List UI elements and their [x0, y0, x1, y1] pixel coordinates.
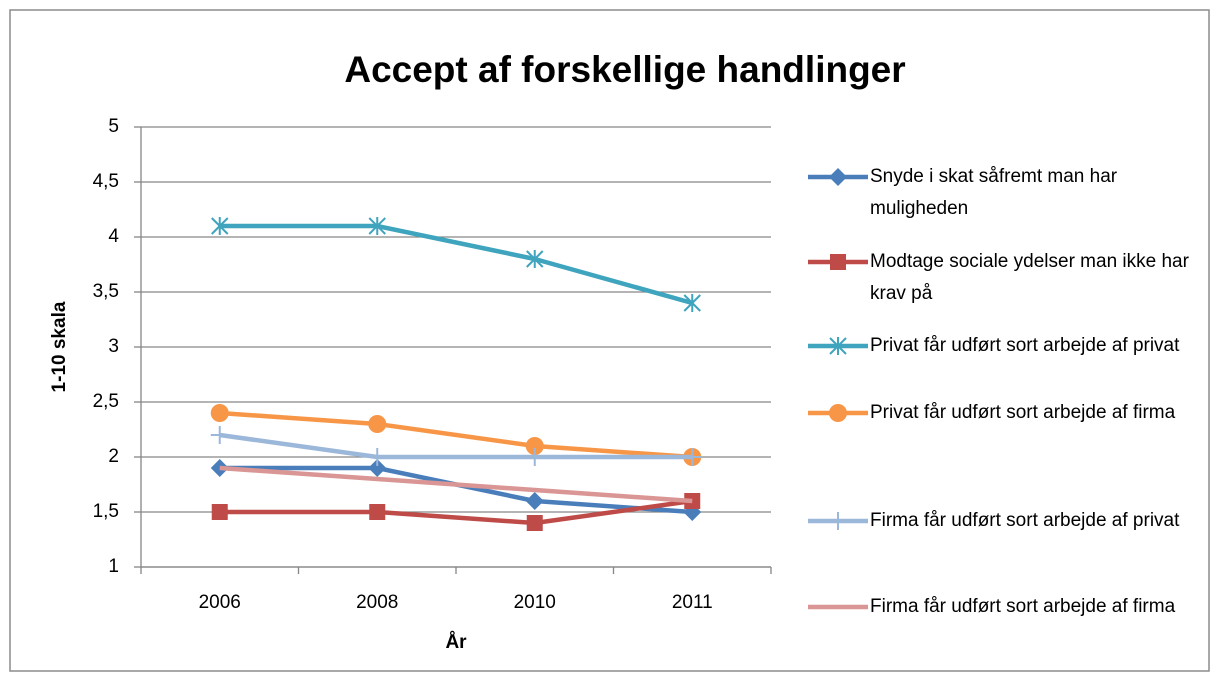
legend-swatch	[808, 337, 868, 355]
legend-item: Modtage sociale ydelser man ikke har kra…	[806, 246, 1201, 310]
y-tick-label: 5	[108, 116, 119, 137]
legend-item: Privat får udført sort arbejde af firma	[806, 397, 1201, 429]
y-tick-label: 3	[108, 336, 119, 357]
marker	[368, 217, 386, 235]
marker	[368, 459, 387, 477]
legend-label: Snyde i skat såfremt man har muligheden	[870, 166, 1118, 219]
x-tick-label: 2011	[672, 592, 713, 613]
marker	[683, 294, 701, 312]
series-line	[219, 410, 693, 460]
series-line	[219, 432, 693, 460]
legend-item: Snyde i skat såfremt man har muligheden	[806, 161, 1201, 225]
marker	[525, 448, 544, 466]
marker	[525, 437, 544, 455]
y-tick-label: 3,5	[93, 281, 119, 302]
legend-label: Privat får udført sort arbejde af firma	[870, 402, 1176, 423]
series-line	[219, 223, 693, 306]
marker	[210, 426, 229, 444]
marker	[369, 504, 386, 520]
x-axis-label: År	[445, 632, 467, 653]
y-tick-label: 4	[108, 226, 119, 247]
marker	[830, 254, 846, 270]
marker	[210, 404, 229, 422]
marker	[526, 250, 544, 268]
legend-item: Firma får udført sort arbejde af privat	[806, 505, 1201, 537]
y-tick-label: 2	[108, 446, 119, 467]
legend-item: Firma får udført sort arbejde af firma	[806, 591, 1201, 623]
marker	[211, 217, 229, 235]
y-axis-label: 1-10 skala	[49, 301, 70, 392]
x-tick-label: 2006	[199, 592, 241, 613]
y-tick-label: 4,5	[93, 171, 119, 192]
legend-swatch	[808, 404, 868, 422]
x-tick-label: 2010	[514, 592, 556, 613]
legend-label: Firma får udført sort arbejde af firma	[870, 596, 1176, 617]
marker	[829, 337, 847, 355]
marker	[829, 512, 847, 530]
legend-label: Modtage sociale ydelser man ikke har kra…	[870, 251, 1189, 304]
marker	[829, 168, 847, 186]
marker	[526, 515, 543, 531]
x-tick-label: 2008	[356, 592, 398, 613]
legend-label: Firma får udført sort arbejde af privat	[870, 510, 1180, 531]
marker	[211, 504, 228, 520]
y-tick-label: 1	[108, 556, 119, 577]
marker	[525, 492, 544, 510]
chart-border	[9, 9, 1210, 672]
marker	[368, 448, 387, 466]
y-tick-label: 2,5	[93, 391, 119, 412]
marker	[829, 404, 847, 422]
marker	[368, 415, 387, 433]
legend-swatch	[808, 512, 868, 530]
legend-item: Privat får udført sort arbejde af privat	[806, 330, 1201, 362]
marker	[683, 448, 702, 466]
legend-swatch	[808, 604, 868, 610]
legend-swatch	[808, 254, 868, 270]
series-line	[219, 465, 693, 504]
y-tick-label: 1,5	[93, 501, 119, 522]
legend-label: Privat får udført sort arbejde af privat	[870, 335, 1180, 356]
chart-title: Accept af forskellige handlinger	[344, 49, 905, 90]
series-line	[219, 498, 693, 526]
legend-swatch	[808, 168, 868, 186]
